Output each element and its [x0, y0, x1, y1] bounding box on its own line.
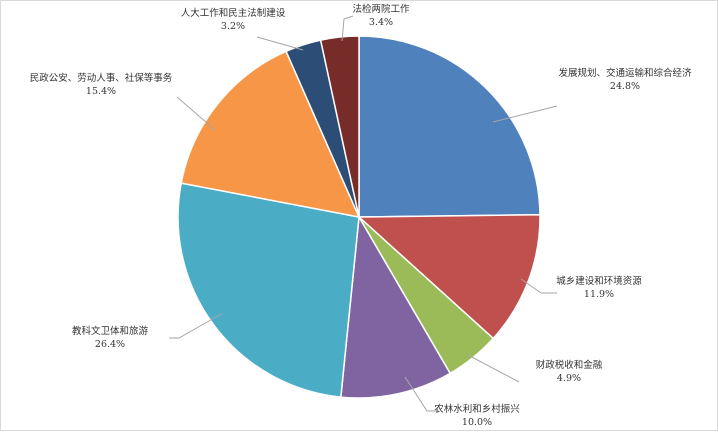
leader-line — [404, 376, 439, 412]
slice-label: 财政税收和金融 — [536, 359, 603, 371]
slice-percent-label: 15.4% — [86, 86, 116, 97]
slice-percent-label: 10.0% — [462, 417, 492, 428]
leader-line — [520, 278, 557, 294]
slice-percent-label: 26.4% — [95, 339, 125, 350]
leader-line — [467, 354, 520, 383]
slice-percent-label: 24.8% — [610, 81, 640, 92]
leader-line — [176, 96, 216, 131]
pie-slice — [319, 35, 360, 218]
slice-percent-label: 3.4% — [369, 17, 393, 28]
leader-line — [169, 312, 224, 339]
pie-slice — [180, 50, 361, 219]
slice-label: 城乡建设和环境资源 — [556, 275, 642, 287]
slice-percent-label: 11.9% — [584, 289, 614, 300]
pie-slice — [357, 213, 541, 340]
pie-slice — [177, 182, 360, 398]
slice-label: 农林水利和乡村振兴 — [434, 403, 520, 415]
slice-label: 教科文卫体和旅游 — [72, 325, 149, 337]
slice-label: 发展规划、交通运输和综合经济 — [558, 67, 692, 79]
leader-line — [341, 15, 354, 42]
leader-line — [492, 105, 558, 123]
pie-slice — [358, 35, 541, 218]
slice-label: 民政公安、劳动人事、社保等事务 — [30, 72, 173, 84]
leader-line — [256, 36, 304, 51]
slice-percent-label: 3.2% — [221, 21, 245, 32]
slice-label: 人大工作和民主法制建设 — [181, 7, 286, 19]
slice-label: 法检两院工作 — [352, 3, 410, 15]
pie-slice — [340, 214, 452, 399]
slice-percent-label: 4.9% — [557, 373, 581, 384]
